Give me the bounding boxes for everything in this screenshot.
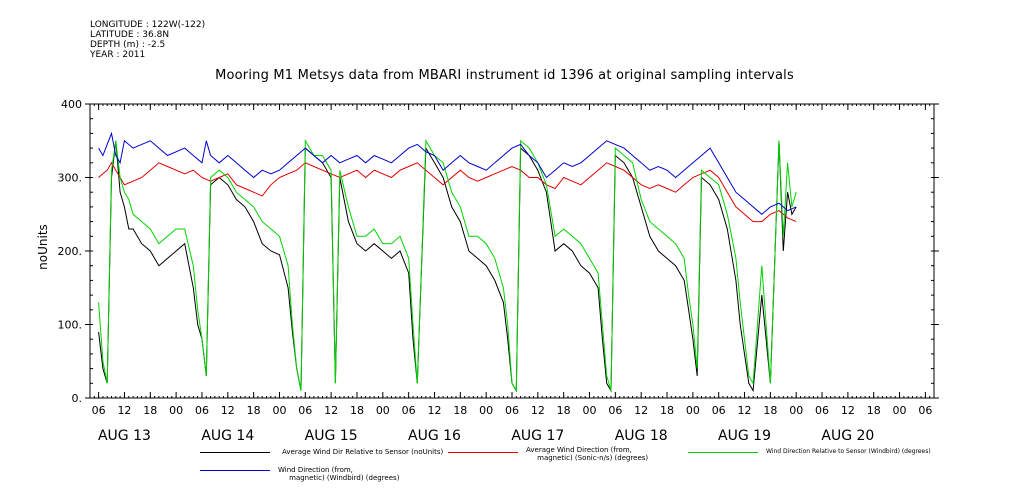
x-tick-label: 12 [841, 404, 855, 417]
x-tick-label: 06 [298, 404, 312, 417]
series-line-1 [98, 161, 797, 223]
x-tick-label: 00 [376, 404, 390, 417]
x-tick-label: 06 [402, 404, 416, 417]
x-tick-label: 12 [324, 404, 338, 417]
legend-label-red: Average Wind Direction (from, magnetic) … [526, 446, 649, 462]
metadata-block: LONGITUDE : 122W(-122) LATITUDE : 36.8N … [90, 20, 205, 60]
x-tick-label: 00 [789, 404, 803, 417]
meta-longitude: LONGITUDE : 122W(-122) [90, 20, 206, 30]
x-tick-label: 00 [272, 404, 286, 417]
x-tick-label: 12 [634, 404, 648, 417]
x-tick-label: 12 [117, 404, 131, 417]
x-tick-label: 00 [893, 404, 907, 417]
x-day-label: AUG 14 [201, 428, 254, 444]
x-tick-label: 06 [92, 404, 106, 417]
x-day-label: AUG 17 [511, 428, 564, 444]
x-tick-label: 06 [712, 404, 726, 417]
meta-latitude: LATITUDE : 36.8N [90, 30, 170, 40]
chart-title: Mooring M1 Metsys data from MBARI instru… [215, 68, 794, 83]
y-tick-label: 100. [58, 319, 83, 332]
x-tick-label: 18 [453, 404, 467, 417]
x-tick-label: 00 [479, 404, 493, 417]
meta-depth: DEPTH (m) : -2.5 [90, 40, 166, 50]
legend-label-green: Wind Direction Relative to Sensor (Windb… [766, 448, 931, 455]
x-day-label: AUG 19 [718, 428, 771, 444]
x-tick-label: 00 [169, 404, 183, 417]
y-tick-label: 0. [72, 392, 83, 405]
y-tick-label: 200. [58, 245, 83, 258]
x-tick-label: 06 [815, 404, 829, 417]
x-tick-label: 18 [143, 404, 157, 417]
x-tick-label: 06 [918, 404, 932, 417]
x-tick-label: 12 [221, 404, 235, 417]
x-tick-label: 18 [247, 404, 261, 417]
x-tick-label: 18 [660, 404, 674, 417]
x-day-label: AUG 13 [98, 428, 151, 444]
x-tick-label: 18 [763, 404, 777, 417]
legend-label-blue: Wind Direction (from, magnetic) (Windbir… [278, 466, 400, 482]
x-day-label: AUG 18 [615, 428, 668, 444]
meta-year: YEAR : 2011 [90, 50, 146, 60]
legend-label-black: Average Wind Dir Relative to Sensor (noU… [282, 448, 444, 456]
x-tick-label: 06 [195, 404, 209, 417]
x-tick-label: 18 [557, 404, 571, 417]
y-tick-label: 400 [61, 98, 82, 111]
series-line-3 [98, 131, 797, 215]
x-tick-label: 12 [531, 404, 545, 417]
x-day-label: AUG 15 [305, 428, 358, 444]
x-day-label: AUG 20 [821, 428, 874, 444]
x-tick-label: 00 [686, 404, 700, 417]
x-tick-label: 18 [350, 404, 364, 417]
legend-swatch-red [448, 452, 518, 453]
x-tick-label: 12 [738, 404, 752, 417]
legend-swatch-green [688, 452, 758, 453]
x-tick-label: 06 [608, 404, 622, 417]
x-tick-label: 06 [505, 404, 519, 417]
y-tick-label: 300. [58, 172, 83, 185]
x-tick-label: 18 [867, 404, 881, 417]
legend-swatch-blue [200, 470, 270, 471]
legend-swatch-black [200, 452, 270, 453]
x-day-label: AUG 16 [408, 428, 461, 444]
x-tick-label: 12 [427, 404, 441, 417]
series-line-2 [98, 139, 797, 393]
x-tick-label: 00 [583, 404, 597, 417]
